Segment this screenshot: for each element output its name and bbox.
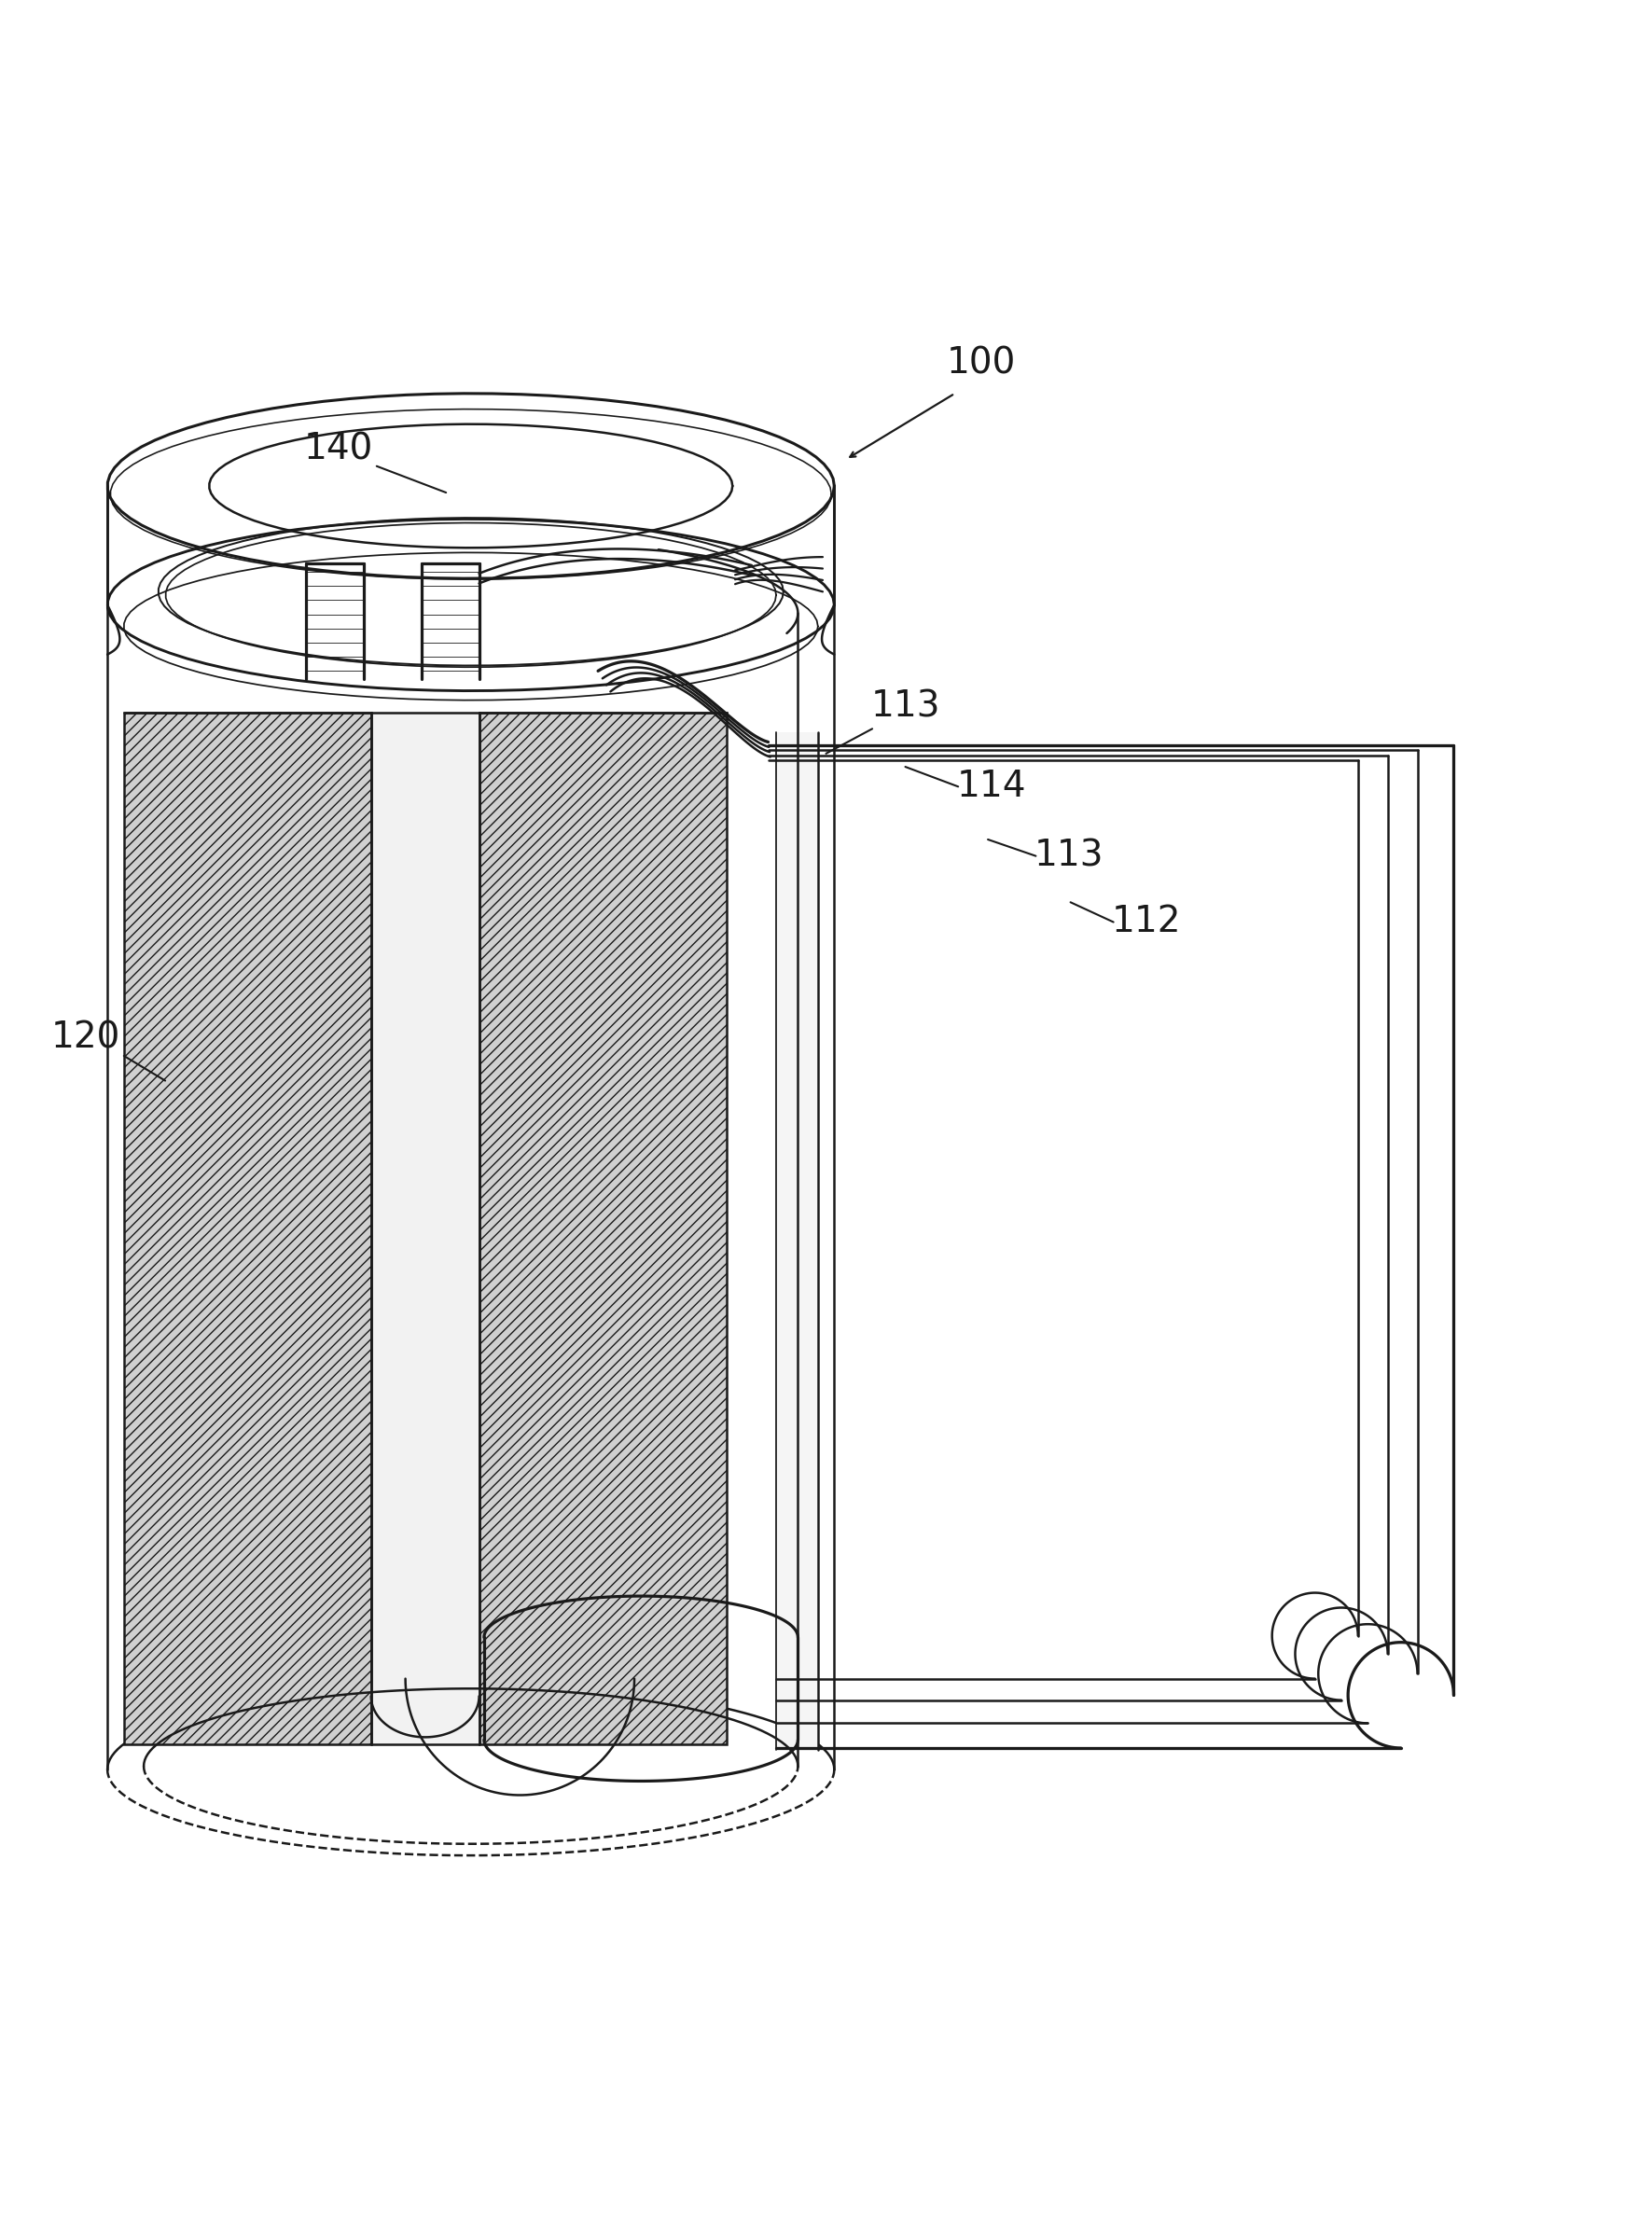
- Text: 114: 114: [957, 768, 1026, 804]
- Text: 100: 100: [947, 346, 1016, 382]
- Text: 140: 140: [304, 431, 373, 467]
- Bar: [479, 713, 727, 1745]
- Text: 112: 112: [1112, 905, 1181, 941]
- Text: 113: 113: [871, 690, 940, 724]
- Bar: [776, 733, 818, 1749]
- Bar: [124, 713, 372, 1745]
- Bar: [372, 713, 479, 1745]
- Text: 113: 113: [1034, 838, 1104, 873]
- Text: 120: 120: [51, 1019, 121, 1054]
